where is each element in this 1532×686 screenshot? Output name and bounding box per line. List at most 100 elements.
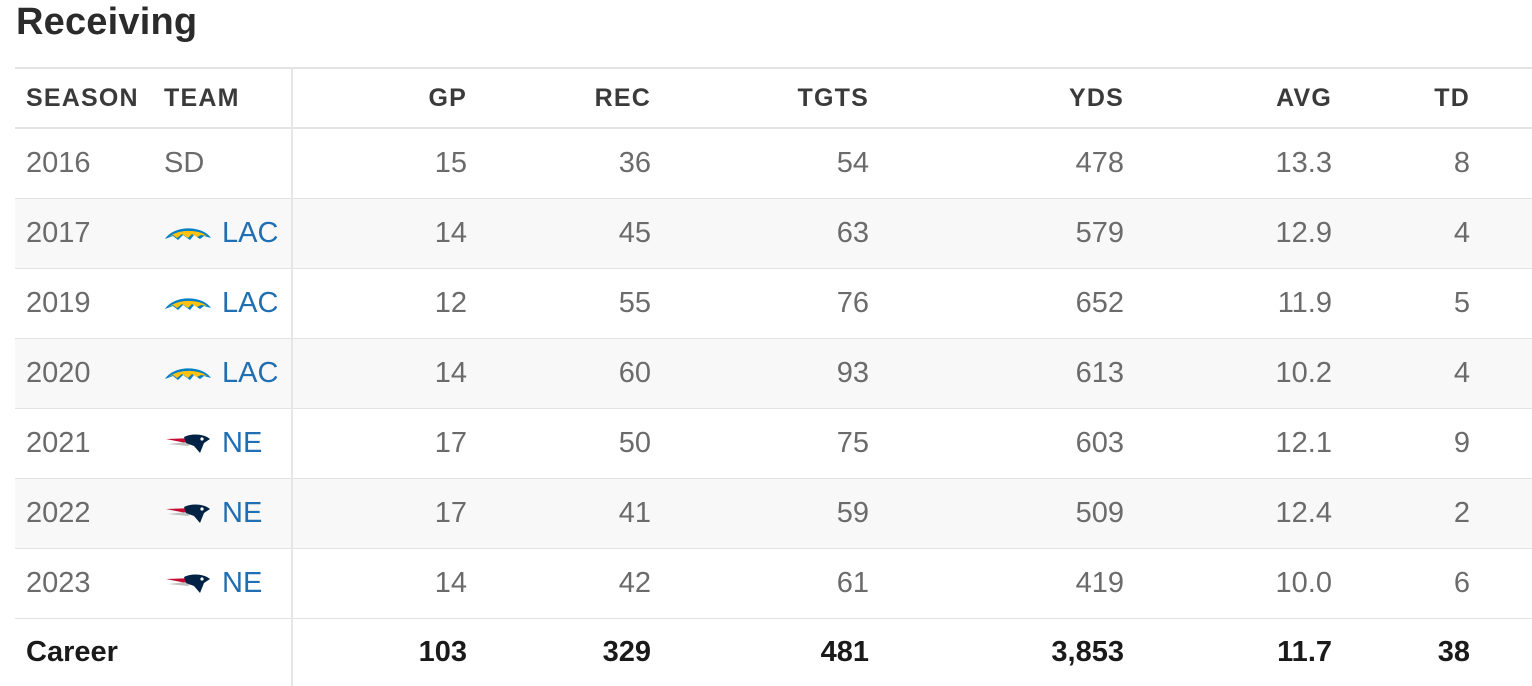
team-name[interactable]: NE (222, 497, 263, 529)
season-cell: 2019 (26, 287, 91, 319)
team-name[interactable]: LAC (222, 357, 279, 389)
team-cell: LAC (164, 339, 289, 408)
table-row: 2016 SD 15 36 54 478 13.3 8 (15, 129, 1532, 199)
chargers-bolt-icon (165, 367, 211, 380)
tgts-cell: 76 (836, 287, 869, 319)
team-name[interactable]: LAC (222, 287, 279, 319)
rec-cell: 50 (618, 427, 651, 459)
table-row: 2023 NE 14 42 61 419 10.0 6 (15, 549, 1532, 619)
table-row: 2022 NE 17 41 59 509 12.4 2 (15, 479, 1532, 549)
column-header-season[interactable]: SEASON (26, 83, 139, 112)
column-header-td[interactable]: TD (1434, 83, 1470, 112)
yds-cell: 579 (1075, 217, 1124, 249)
avg-cell: 12.1 (1275, 427, 1332, 459)
yds-cell: 613 (1075, 357, 1124, 389)
patriots-logo-icon (166, 574, 210, 593)
career-label: Career (26, 636, 118, 668)
gp-cell: 14 (434, 567, 467, 599)
team-cell: NE (164, 549, 289, 618)
yds-cell: 603 (1075, 427, 1124, 459)
team-link-lac[interactable]: LAC (164, 357, 278, 390)
team-name[interactable]: NE (222, 567, 263, 599)
patriots-logo-icon (166, 504, 210, 523)
career-rec-cell: 329 (602, 636, 651, 668)
td-cell: 4 (1453, 357, 1470, 389)
tgts-cell: 75 (836, 427, 869, 459)
career-gp-cell: 103 (418, 636, 467, 668)
gp-cell: 14 (434, 217, 467, 249)
team-name[interactable]: NE (222, 427, 263, 459)
tgts-cell: 61 (836, 567, 869, 599)
team-name: SD (164, 147, 205, 179)
avg-cell: 13.3 (1275, 147, 1332, 179)
season-cell: 2023 (26, 567, 91, 599)
team-link-ne[interactable]: NE (164, 567, 262, 600)
rec-cell: 42 (618, 567, 651, 599)
td-cell: 9 (1453, 427, 1470, 459)
td-cell: 6 (1453, 567, 1470, 599)
patriots-logo-icon (166, 434, 210, 453)
avg-cell: 11.9 (1277, 287, 1332, 319)
tgts-cell: 59 (836, 497, 869, 529)
team-cell: SD (164, 129, 289, 198)
table-row: 2020 LAC 14 60 93 613 10.2 4 (15, 339, 1532, 409)
chargers-bolt-icon (165, 227, 211, 240)
team-link-ne[interactable]: NE (164, 497, 262, 530)
column-header-team[interactable]: TEAM (164, 83, 240, 112)
avg-cell: 10.0 (1275, 567, 1332, 599)
tgts-cell: 93 (836, 357, 869, 389)
season-cell: 2022 (26, 497, 91, 529)
career-td-cell: 38 (1437, 636, 1470, 668)
rec-cell: 55 (618, 287, 651, 319)
tgts-cell: 54 (836, 147, 869, 179)
avg-cell: 12.4 (1275, 497, 1332, 529)
team-link-lac[interactable]: LAC (164, 287, 278, 320)
table-row: 2019 LAC 12 55 76 652 11.9 5 (15, 269, 1532, 339)
yds-cell: 478 (1075, 147, 1124, 179)
column-header-tgts[interactable]: TGTS (797, 83, 869, 112)
yds-cell: 419 (1075, 567, 1124, 599)
career-avg-cell: 11.7 (1277, 636, 1332, 668)
column-header-avg[interactable]: AVG (1276, 83, 1332, 112)
rec-cell: 36 (618, 147, 651, 179)
avg-cell: 10.2 (1275, 357, 1332, 389)
table-row: 2021 NE 17 50 75 603 12.1 9 (15, 409, 1532, 479)
column-header-gp[interactable]: GP (428, 83, 467, 112)
td-cell: 4 (1453, 217, 1470, 249)
gp-cell: 14 (434, 357, 467, 389)
table-row: 2017 LAC 14 45 63 579 12.9 4 (15, 199, 1532, 269)
career-totals-row: Career 103 329 481 3,853 11.7 38 (15, 619, 1532, 686)
team-cell: NE (164, 479, 289, 548)
career-tgts-cell: 481 (820, 636, 869, 668)
gp-cell: 17 (434, 427, 467, 459)
fixed-column-divider (291, 69, 293, 686)
career-yds-cell: 3,853 (1051, 636, 1124, 668)
yds-cell: 509 (1075, 497, 1124, 529)
column-header-yds[interactable]: YDS (1068, 83, 1124, 112)
team-link-lac[interactable]: LAC (164, 217, 278, 250)
season-cell: 2020 (26, 357, 91, 389)
avg-cell: 12.9 (1275, 217, 1332, 249)
column-header-rec[interactable]: REC (594, 83, 651, 112)
table-header-row: SEASON TEAM GP REC TGTS YDS AVG TD (15, 69, 1532, 129)
gp-cell: 12 (434, 287, 467, 319)
rec-cell: 60 (618, 357, 651, 389)
receiving-table: SEASON TEAM GP REC TGTS YDS AVG TD 2016 … (15, 67, 1532, 686)
rec-cell: 45 (618, 217, 651, 249)
team-cell: NE (164, 409, 289, 478)
season-cell: 2017 (26, 217, 91, 249)
yds-cell: 652 (1075, 287, 1124, 319)
tgts-cell: 63 (836, 217, 869, 249)
season-cell: 2021 (26, 427, 91, 459)
season-cell: 2016 (26, 147, 91, 179)
td-cell: 8 (1453, 147, 1470, 179)
team-cell: LAC (164, 199, 289, 268)
gp-cell: 15 (434, 147, 467, 179)
chargers-bolt-icon (165, 297, 211, 310)
team-link-ne[interactable]: NE (164, 427, 262, 460)
team-name[interactable]: LAC (222, 217, 279, 249)
gp-cell: 17 (434, 497, 467, 529)
rec-cell: 41 (618, 497, 651, 529)
section-title: Receiving (16, 1, 198, 43)
td-cell: 2 (1453, 497, 1470, 529)
